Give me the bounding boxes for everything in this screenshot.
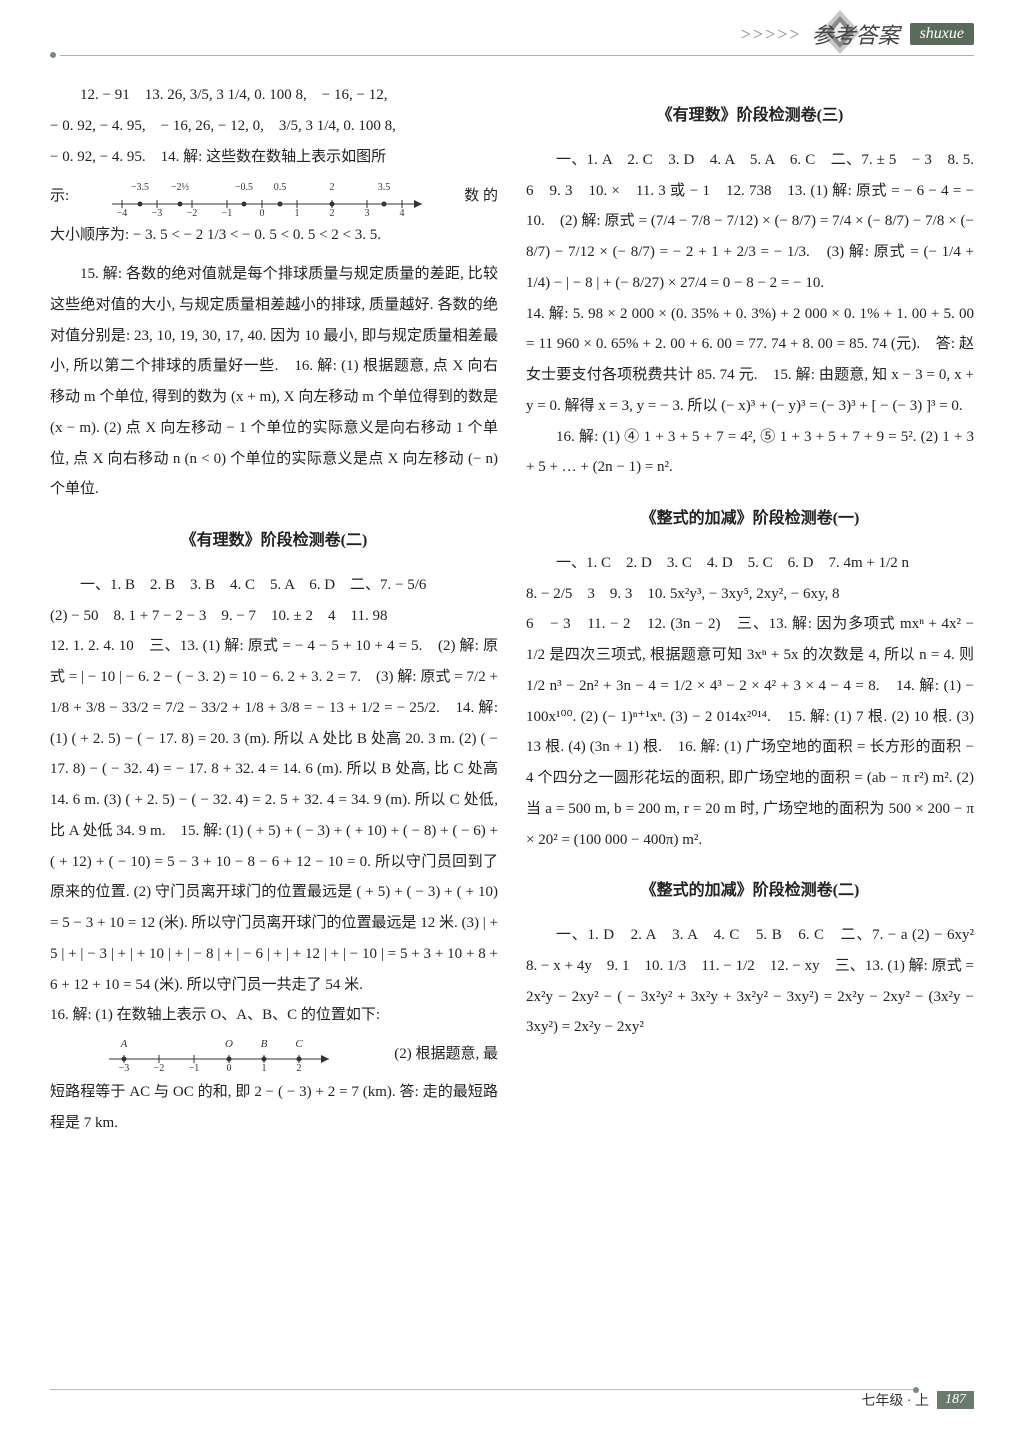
text: 8. − 2/5 3 9. 3 10. 5x²y³, − 3xy⁵, 2xy²,… — [526, 579, 974, 610]
section-title: 《有理数》阶段检测卷(二) — [50, 525, 498, 558]
svg-text:2: 2 — [297, 1063, 302, 1073]
svg-text:3: 3 — [364, 208, 369, 216]
text: − 0. 92, − 4. 95. 14. 解: 这些数在数轴上表示如图所 — [50, 142, 498, 173]
footer-rule — [50, 1389, 914, 1390]
chevrons-icon: >>>>> — [741, 24, 802, 45]
svg-text:A: A — [120, 1038, 128, 1050]
text: 示: — [50, 181, 69, 212]
text: − 0. 92, − 4. 95, − 16, 26, − 12, 0, 3/5… — [50, 111, 498, 142]
svg-text:−4: −4 — [116, 208, 127, 216]
text: 12. 1. 2. 4. 10 三、13. (1) 解: 原式 = − 4 − … — [50, 631, 498, 1000]
svg-text:−2: −2 — [186, 208, 197, 216]
svg-text:1: 1 — [294, 208, 299, 216]
text: 短路程等于 AC 与 OC 的和, 即 2 − ( − 3) + 2 = 7 (… — [50, 1077, 498, 1139]
footer-label: 七年级 · 上 — [861, 1390, 929, 1410]
svg-text:0.5: 0.5 — [273, 182, 286, 193]
header-dot — [50, 52, 56, 58]
svg-text:0: 0 — [227, 1063, 232, 1073]
number-line-1: −3.5 −2⅓ −0.5 0.5 2 3.5 −4 −3 −2 −1 0 1 2 3 4 — [102, 176, 432, 216]
content-columns: 12. − 91 13. 26, 3/5, 3 1/4, 0. 100 8, −… — [50, 80, 974, 1139]
text: 6 − 3 11. − 2 12. (3n − 2) 三、13. 解: 因为多项… — [526, 609, 974, 855]
svg-text:−0.5: −0.5 — [235, 182, 253, 193]
text: (2) − 50 8. 1 + 7 − 2 − 3 9. − 7 10. ± 2… — [50, 601, 498, 632]
svg-text:4: 4 — [399, 208, 404, 216]
svg-text:−1: −1 — [221, 208, 232, 216]
text: 数 的 — [464, 181, 498, 212]
svg-text:O: O — [225, 1038, 233, 1050]
left-column: 12. − 91 13. 26, 3/5, 3 1/4, 0. 100 8, −… — [50, 80, 498, 1139]
svg-text:3.5: 3.5 — [377, 182, 390, 193]
svg-text:2: 2 — [329, 208, 334, 216]
svg-text:C: C — [295, 1038, 303, 1050]
header-title: 参考答案 — [812, 18, 900, 50]
text: 一、1. A 2. C 3. D 4. A 5. A 6. C 二、7. ± 5… — [526, 145, 974, 299]
page-footer: 七年级 · 上 187 — [861, 1390, 974, 1410]
text: 15. 解: 各数的绝对值就是每个排球质量与规定质量的差距, 比较这些绝对值的大… — [50, 259, 498, 505]
svg-text:−3: −3 — [151, 208, 162, 216]
svg-text:B: B — [261, 1038, 268, 1050]
text: 一、1. D 2. A 3. A 4. C 5. B 6. C 二、7. − a… — [526, 920, 974, 1043]
text: 大小顺序为: − 3. 5 < − 2 1/3 < − 0. 5 < 0. 5 … — [50, 220, 498, 251]
svg-text:−1: −1 — [189, 1063, 200, 1073]
text: 16. 解: (1) ④ 1 + 3 + 5 + 7 = 4², ⑤ 1 + 3… — [526, 422, 974, 484]
svg-text:−2: −2 — [154, 1063, 165, 1073]
text: 14. 解: 5. 98 × 2 000 × (0. 35% + 0. 3%) … — [526, 299, 974, 422]
section-title: 《有理数》阶段检测卷(三) — [526, 100, 974, 133]
svg-text:−3.5: −3.5 — [131, 182, 149, 193]
svg-text:0: 0 — [259, 208, 264, 216]
subject-badge: shuxue — [910, 23, 974, 45]
svg-text:2: 2 — [329, 182, 334, 193]
section-title: 《整式的加减》阶段检测卷(一) — [526, 503, 974, 536]
svg-text:−3: −3 — [119, 1063, 130, 1073]
text: 一、1. C 2. D 3. C 4. D 5. C 6. D 7. 4m + … — [526, 548, 974, 579]
page-number: 187 — [937, 1391, 974, 1409]
section-title: 《整式的加减》阶段检测卷(二) — [526, 875, 974, 908]
text: 12. − 91 13. 26, 3/5, 3 1/4, 0. 100 8, −… — [50, 80, 498, 111]
text: (2) 根据题意, 最 — [394, 1039, 498, 1070]
number-line-2: A O B C −3 −2 −1 0 1 2 — [99, 1035, 339, 1073]
svg-text:−2⅓: −2⅓ — [171, 182, 190, 193]
text: 16. 解: (1) 在数轴上表示 O、A、B、C 的位置如下: — [50, 1000, 498, 1031]
page-header: >>>>> 参考答案 shuxue — [741, 18, 974, 50]
text: 一、1. B 2. B 3. B 4. C 5. A 6. D 二、7. − 5… — [50, 570, 498, 601]
svg-text:1: 1 — [262, 1063, 267, 1073]
right-column: 《有理数》阶段检测卷(三) 一、1. A 2. C 3. D 4. A 5. A… — [526, 80, 974, 1139]
